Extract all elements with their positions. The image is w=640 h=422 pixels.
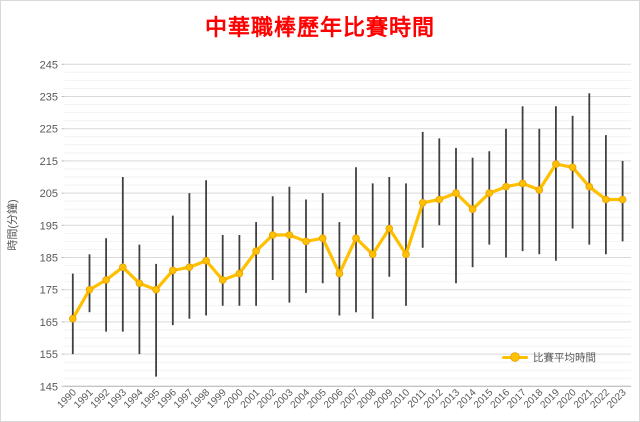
data-point [568, 163, 577, 172]
data-point [202, 256, 210, 265]
legend-line-marker-icon [502, 353, 528, 361]
data-point [485, 189, 494, 197]
data-point [302, 237, 310, 246]
data-point [352, 234, 360, 243]
y-axis-title: 時間(分鐘) [5, 199, 19, 250]
data-point [468, 205, 477, 214]
data-point [69, 314, 77, 323]
data-point [85, 285, 94, 294]
y-axis-label: 185 [40, 253, 58, 265]
data-point [585, 182, 594, 191]
y-axis-label: 205 [40, 188, 58, 200]
data-point [169, 266, 177, 275]
y-axis-label: 145 [40, 381, 58, 393]
x-axis-label: 2023 [605, 387, 629, 411]
data-point [185, 263, 194, 272]
data-point [268, 231, 277, 239]
data-point [518, 179, 527, 188]
chart-title: 中華職棒歷年比賽時間 [204, 15, 435, 40]
y-axis-label: 245 [40, 59, 58, 71]
data-point [235, 269, 244, 278]
data-point [402, 250, 410, 259]
y-axis-label: 155 [40, 349, 58, 361]
data-point [618, 195, 627, 204]
data-point [418, 199, 427, 207]
data-point [252, 247, 260, 255]
data-point [152, 285, 160, 294]
data-point [102, 276, 110, 284]
data-point [452, 189, 460, 197]
series-line [71, 162, 625, 321]
data-point [368, 250, 377, 259]
y-axis-label: 225 [40, 124, 58, 136]
y-axis-label: 165 [40, 317, 58, 329]
data-point [285, 231, 294, 239]
data-point [318, 234, 327, 243]
y-axis-label: 195 [40, 220, 58, 232]
data-point [335, 269, 344, 278]
data-point [435, 195, 444, 204]
legend: 比賽平均時間 [502, 350, 596, 364]
data-point [218, 276, 227, 284]
data-point [135, 279, 144, 288]
data-point [535, 186, 544, 194]
data-point [552, 160, 560, 168]
legend-dot-icon [511, 353, 519, 361]
data-point [602, 195, 610, 204]
y-axis-label: 175 [40, 285, 58, 297]
data-point [119, 263, 127, 272]
legend-label: 比賽平均時間 [533, 351, 596, 364]
y-axis-label: 235 [40, 92, 58, 104]
data-point [502, 182, 510, 191]
y-axis-label: 215 [40, 156, 58, 168]
data-point [385, 224, 394, 233]
